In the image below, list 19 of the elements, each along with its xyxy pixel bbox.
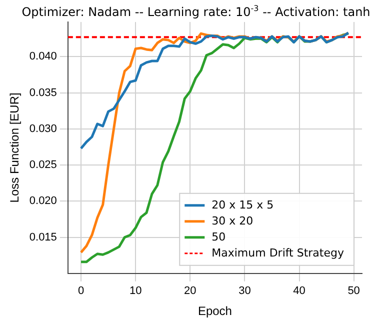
legend-label: 50 (212, 230, 226, 244)
y-axis-title: Loss Function [EUR] (8, 92, 22, 203)
chart-title: Optimizer: Nadam -- Learning rate: 10$^{-3}$ -- Activation: tanh (20, 4, 372, 19)
x-tick-label: 10 (129, 285, 142, 298)
legend-label: 20 x 15 x 5 (212, 198, 274, 212)
y-tick-label: 0.025 (29, 159, 57, 172)
x-tick-label: 50 (348, 285, 360, 298)
y-tick-label: 0.030 (29, 122, 57, 135)
legend-label: Maximum Drift Strategy (212, 246, 344, 260)
y-tick-label: 0.015 (29, 231, 57, 244)
x-axis-title: Epoch (198, 304, 232, 318)
x-tick-label: 0 (78, 285, 84, 298)
x-tick-label: 30 (238, 285, 251, 298)
x-tick-label: 40 (293, 285, 306, 298)
x-tick-label: 20 (184, 285, 196, 298)
y-tick-label: 0.035 (29, 86, 57, 99)
y-tick-label: 0.020 (29, 195, 57, 208)
y-tick-label: 0.040 (29, 50, 57, 63)
legend-label: 30 x 20 (212, 214, 254, 228)
